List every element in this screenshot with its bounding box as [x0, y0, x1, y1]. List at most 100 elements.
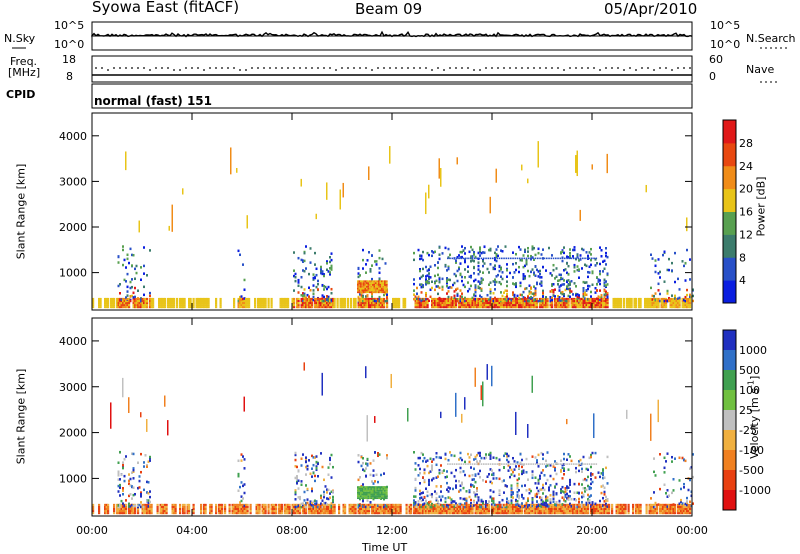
echo-cell	[362, 302, 365, 305]
echo-cell	[312, 292, 315, 295]
echo-cell	[559, 257, 562, 260]
echo-cell	[173, 302, 176, 305]
echo-cell	[378, 297, 381, 301]
echo-cell	[129, 484, 132, 487]
echo-cell	[239, 253, 241, 257]
echo-cell	[459, 512, 462, 515]
echo-cell	[425, 510, 428, 513]
echo-cell	[333, 299, 336, 303]
echo-cell	[192, 503, 195, 506]
echo-cell	[425, 499, 427, 503]
echo-streak	[315, 213, 317, 220]
echo-cell	[512, 293, 514, 297]
echo-cell	[318, 297, 321, 300]
echo-cell	[512, 251, 514, 254]
echo-cell	[623, 306, 626, 309]
echo-cell	[566, 271, 568, 275]
echo-cell	[474, 455, 477, 459]
echo-cell	[567, 302, 570, 305]
echo-cell	[278, 505, 281, 508]
echo-cell	[203, 510, 206, 513]
echo-cell	[557, 306, 560, 309]
freq-dot	[341, 67, 343, 69]
echo-streak	[171, 204, 173, 232]
echo-cell	[309, 261, 312, 264]
echo-cell	[257, 302, 260, 305]
echo-cell	[300, 457, 303, 460]
echo-cell	[443, 510, 446, 513]
echo-cell	[219, 302, 222, 305]
echo-cell	[105, 304, 108, 307]
echo-cell	[447, 486, 450, 489]
echo-cell	[443, 507, 446, 511]
freq-dot	[101, 67, 103, 69]
echo-cell	[437, 475, 439, 478]
echo-cell	[377, 304, 380, 307]
echo-cell	[420, 512, 423, 515]
echo-cell	[293, 510, 296, 513]
echo-cell	[309, 472, 312, 476]
echo-cell	[237, 302, 240, 305]
echo-cell	[446, 507, 449, 511]
echo-cell	[476, 493, 478, 497]
echo-cell	[503, 454, 505, 458]
echo-cell	[534, 298, 537, 302]
echo-cell	[672, 304, 675, 307]
echo-cell	[683, 298, 685, 302]
echo-cell	[462, 297, 465, 300]
echo-cell	[438, 304, 441, 307]
echo-cell	[279, 507, 282, 511]
echo-cell	[522, 471, 525, 474]
echo-cell	[279, 302, 282, 305]
echo-cell	[483, 251, 486, 254]
echo-cell	[92, 512, 95, 515]
echo-cell	[354, 302, 357, 305]
echo-cell	[305, 460, 307, 464]
echo-cell	[296, 482, 298, 485]
echo-cell	[255, 503, 258, 506]
echo-cell	[332, 505, 335, 508]
echo-cell	[503, 257, 505, 260]
colorbar-tick-label: 12	[739, 228, 753, 241]
echo-cell	[468, 510, 471, 513]
echo-cell	[360, 287, 363, 290]
echo-cell	[291, 503, 294, 506]
echo-cell	[674, 297, 676, 300]
echo-cell	[468, 306, 471, 309]
echo-cell	[116, 299, 119, 303]
colorbar-segment	[723, 120, 736, 144]
echo-cell	[344, 503, 347, 506]
echo-cell	[572, 306, 575, 309]
echo-cell	[477, 264, 480, 268]
echo-cell	[135, 304, 138, 307]
echo-cell	[459, 302, 462, 305]
echo-streak	[575, 155, 577, 173]
echo-cell	[603, 295, 606, 299]
echo-cell	[392, 297, 395, 300]
echo-cell	[297, 504, 300, 507]
echo-cell	[494, 258, 496, 262]
echo-cell	[297, 284, 300, 288]
echo-cell	[373, 285, 376, 288]
echo-cell	[327, 270, 330, 273]
echo-cell	[489, 263, 492, 266]
echo-cell	[660, 304, 663, 307]
echo-cell	[674, 299, 677, 303]
echo-cell	[366, 304, 369, 307]
echo-cell	[376, 291, 379, 294]
echo-cell	[489, 304, 492, 307]
echo-cell	[494, 503, 496, 507]
echo-cell	[470, 275, 472, 279]
echo-cell	[432, 251, 435, 254]
echo-cell	[373, 282, 376, 285]
echo-cell	[527, 304, 530, 307]
echo-cell	[309, 306, 312, 309]
echo-cell	[434, 512, 437, 515]
echo-cell	[306, 498, 309, 501]
echo-cell	[561, 302, 564, 305]
echo-cell	[161, 302, 164, 305]
echo-cell	[327, 302, 330, 305]
echo-cell	[246, 299, 249, 303]
echo-cell	[296, 302, 299, 305]
echo-cell	[615, 299, 618, 303]
